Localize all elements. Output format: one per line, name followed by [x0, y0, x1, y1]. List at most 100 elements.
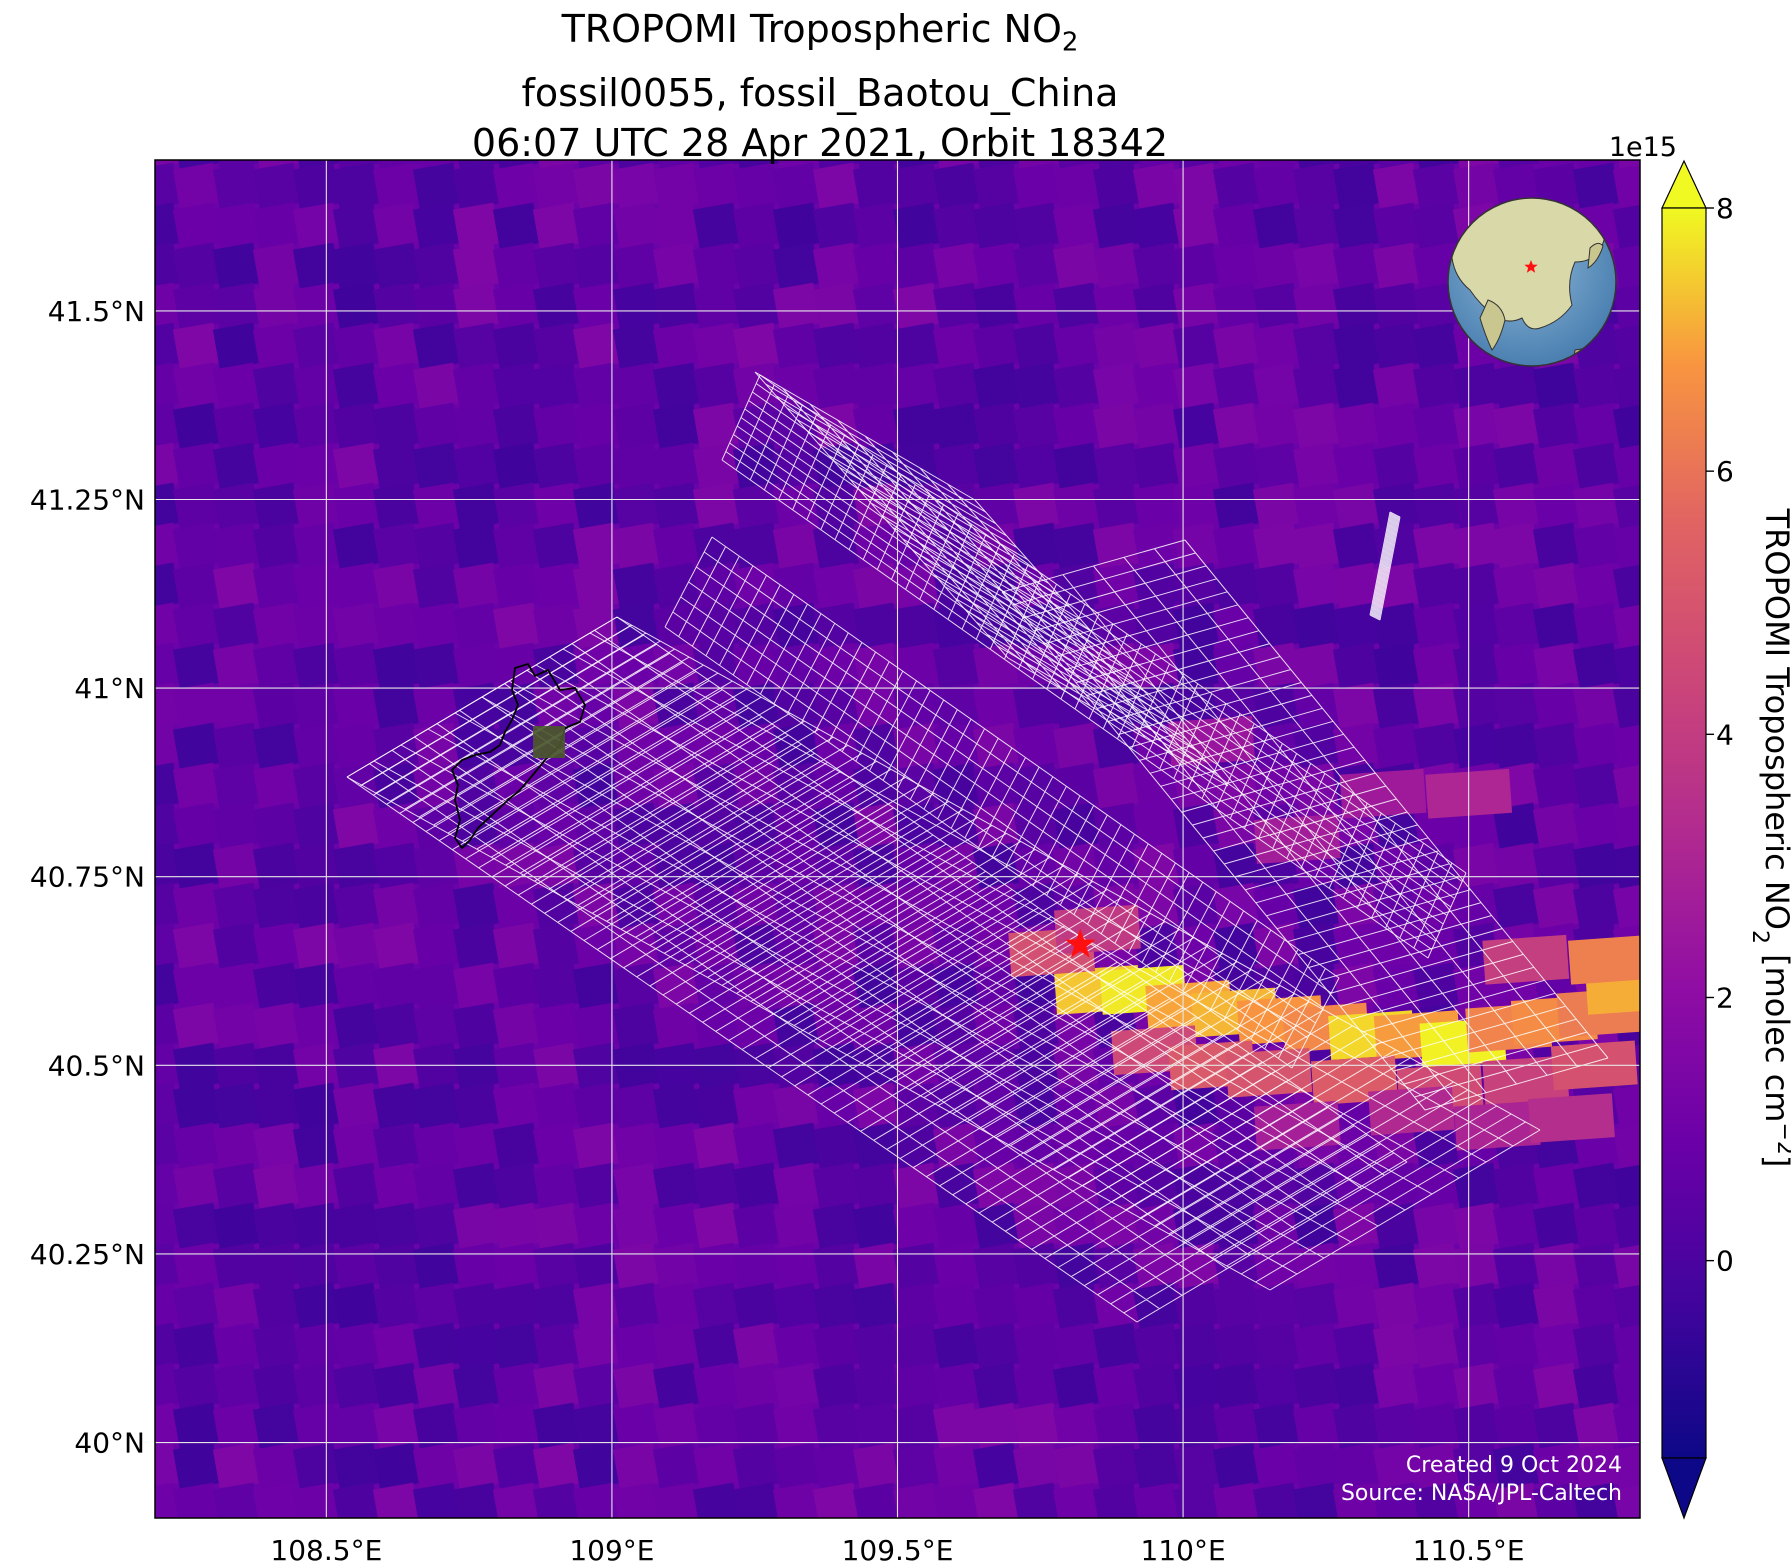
no2-pixel: [572, 1042, 621, 1091]
no2-pixel: [1572, 562, 1621, 611]
no2-pixel: [732, 1282, 781, 1331]
no2-pixel: [732, 1162, 781, 1211]
no2-pixel: [292, 1122, 341, 1171]
no2-pixel: [1332, 1442, 1381, 1491]
no2-pixel: [212, 442, 261, 491]
no2-pixel: [372, 482, 421, 531]
no2-pixel: [212, 1002, 261, 1051]
no2-pixel: [972, 402, 1021, 451]
no2-pixel: [1412, 402, 1461, 451]
no2-pixel: [1172, 682, 1221, 731]
no2-pixel: [212, 282, 261, 331]
no2-pixel: [1012, 362, 1061, 411]
no2-pixel: [452, 1322, 501, 1371]
no2-pixel: [292, 402, 341, 451]
lat-tick-label: 40.5°N: [48, 1049, 145, 1082]
no2-pixel: [532, 522, 581, 571]
no2-pixel: [1172, 322, 1221, 371]
no2-pixel: [332, 522, 381, 571]
no2-pixel: [252, 442, 301, 491]
no2-pixel: [1172, 442, 1221, 491]
no2-pixel: [155, 1162, 181, 1211]
no2-pixel: [612, 442, 661, 491]
no2-pixel: [412, 1122, 461, 1171]
no2-pixel: [1252, 922, 1301, 971]
no2-pixel: [892, 1362, 941, 1411]
no2-pixel: [1292, 1282, 1341, 1331]
no2-pixel: [652, 1402, 701, 1451]
no2-pixel: [1292, 202, 1341, 251]
no2-pixel: [972, 642, 1021, 691]
no2-pixel: [412, 1042, 461, 1091]
no2-pixel: [932, 1162, 981, 1211]
no2-pixel: [812, 1282, 861, 1331]
no2-pixel: [155, 882, 181, 931]
no2-pixel: [292, 802, 341, 851]
no2-pixel: [852, 282, 901, 331]
no2-pixel: [212, 1442, 261, 1491]
no2-pixel: [1532, 162, 1581, 211]
no2-pixel: [212, 1482, 261, 1518]
no2-pixel: [732, 1402, 781, 1451]
no2-pixel: [212, 402, 261, 451]
no2-pixel: [93, 1003, 140, 1050]
lat-tick-label: 40.75°N: [30, 861, 145, 894]
footprint-mesh: [1001, 539, 1609, 1111]
no2-pixel: [372, 562, 421, 611]
no2-pixel: [692, 1362, 741, 1411]
no2-pixel: [172, 442, 221, 491]
no2-pixel: [1132, 1482, 1181, 1518]
no2-pixel: [252, 682, 301, 731]
no2-pixel: [1372, 482, 1421, 531]
lon-tick-label: 110°E: [1141, 1534, 1226, 1567]
map-panel: 108.5°E 109°E 109.5°E 110°E 110.5°E 41.5°N 41.…: [30, 159, 1740, 1567]
no2-pixel: [252, 802, 301, 851]
no2-pixel: [1412, 562, 1461, 611]
no2-pixel: [1132, 1442, 1181, 1491]
no2-pixel: [1292, 1362, 1341, 1411]
no2-plume-pixel: [1339, 768, 1427, 819]
no2-pixel: [772, 682, 821, 731]
no2-pixel: [1092, 442, 1141, 491]
no2-pixel: [1372, 162, 1421, 211]
no2-pixel: [612, 1362, 661, 1411]
no2-pixel: [452, 1482, 501, 1518]
no2-pixel: [93, 723, 140, 770]
no2-pixel: [1572, 1482, 1621, 1518]
no2-pixel: [812, 922, 861, 971]
no2-pixel: [652, 962, 701, 1011]
no2-pixel: [155, 442, 181, 491]
no2-pixel: [492, 1162, 541, 1211]
no2-pixel: [1332, 482, 1381, 531]
no2-pixel: [772, 642, 821, 691]
no2-pixel: [212, 1202, 261, 1251]
no2-pixel: [155, 762, 181, 811]
no2-pixel: [1412, 482, 1461, 531]
no2-pixel: [1612, 282, 1640, 331]
no2-pixel: [1252, 162, 1301, 211]
no2-pixel: [452, 362, 501, 411]
no2-pixel: [1372, 202, 1421, 251]
no2-pixel: [172, 282, 221, 331]
no2-pixel: [172, 1202, 221, 1251]
no2-pixel: [1252, 1442, 1301, 1491]
no2-pixel: [692, 1282, 741, 1331]
no2-pixel: [492, 1282, 541, 1331]
no2-pixel: [1452, 402, 1501, 451]
no2-pixel: [572, 362, 621, 411]
no2-pixel: [1172, 882, 1221, 931]
no2-pixel: [332, 202, 381, 251]
no2-pixel: [492, 1082, 541, 1131]
no2-pixel: [1172, 1322, 1221, 1371]
no2-pixel: [212, 1362, 261, 1411]
no2-pixel: [1372, 1202, 1421, 1251]
no2-pixel: [612, 1282, 661, 1331]
no2-pixel: [1052, 842, 1101, 891]
no2-pixel: [1693, 1483, 1740, 1530]
no2-pixel: [692, 522, 741, 571]
no2-pixel: [1212, 1442, 1261, 1491]
title-line-3: 06:07 UTC 28 Apr 2021, Orbit 18342: [471, 120, 1169, 165]
no2-pixel: [972, 1442, 1021, 1491]
no2-pixel: [852, 322, 901, 371]
no2-pixel: [292, 1442, 341, 1491]
